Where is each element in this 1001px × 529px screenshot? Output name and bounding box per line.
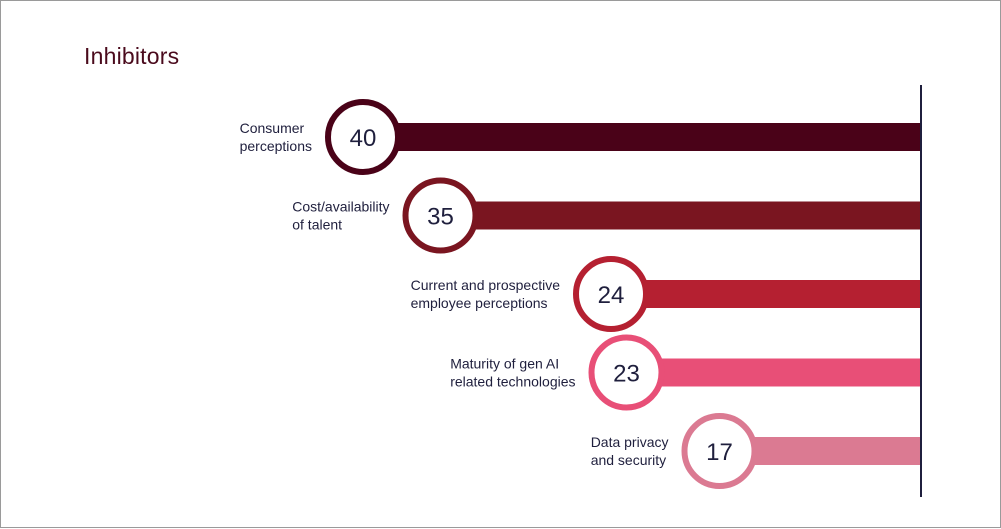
category-label-0: Consumer perceptions	[240, 120, 312, 154]
category-label-2: Current and prospective employee percepti…	[411, 277, 561, 311]
category-label-4: Data privacy and security	[591, 434, 669, 468]
value-bubble-4	[681, 413, 758, 489]
bar-2	[611, 280, 921, 308]
value-bubble-1	[402, 177, 479, 254]
value-label-4: 17	[706, 439, 733, 466]
value-label-3: 23	[613, 361, 640, 388]
category-label-1: Cost/availability of talent	[292, 199, 389, 233]
category-label-3: Maturity of gen AI related technologies	[450, 356, 575, 390]
value-label-0: 40	[350, 125, 377, 152]
value-label-1: 35	[427, 204, 454, 231]
value-label-2: 24	[598, 282, 625, 309]
chart-title: Inhibitors	[84, 43, 180, 69]
bar-3	[626, 358, 921, 387]
value-bubble-0	[325, 99, 401, 175]
value-bubble-2	[573, 256, 649, 332]
bar-1	[440, 201, 921, 230]
value-bubble-3	[588, 334, 665, 411]
bar-0	[363, 123, 921, 151]
